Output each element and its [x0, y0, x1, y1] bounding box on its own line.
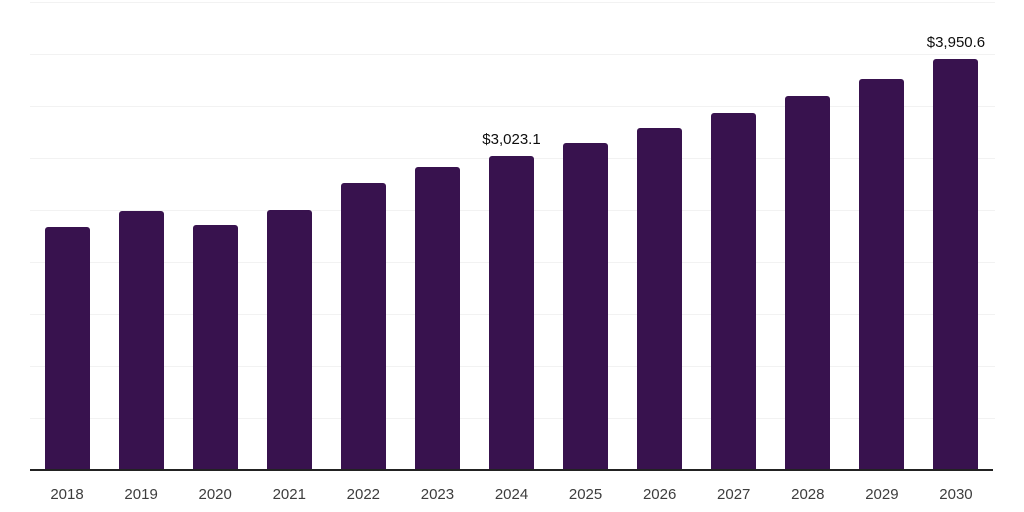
- gridline: [30, 54, 995, 55]
- x-tick-label-2021: 2021: [272, 486, 306, 503]
- x-tick-label-2027: 2027: [717, 486, 751, 503]
- x-tick-label-2026: 2026: [642, 486, 677, 503]
- bar-2030: [933, 59, 979, 470]
- x-tick-label-2025: 2025: [568, 486, 603, 503]
- bar-2027: [711, 113, 757, 470]
- bar-2024: [489, 155, 534, 470]
- gridline: [30, 106, 995, 107]
- bar-2019: [118, 211, 164, 470]
- bar-2023: [414, 167, 460, 470]
- x-tick-label-2024: 2024: [494, 486, 529, 503]
- bar-2025: [563, 143, 609, 470]
- x-tick-label-2020: 2020: [198, 486, 232, 503]
- bar-2018: [44, 226, 90, 470]
- gridline: [30, 2, 995, 3]
- x-axis-line: [30, 469, 993, 471]
- bar-2022: [340, 182, 386, 470]
- x-tick-label-2030: 2030: [939, 486, 973, 503]
- x-tick-label-2023: 2023: [420, 486, 455, 503]
- bar-2020: [192, 224, 238, 470]
- bar-2029: [859, 78, 905, 470]
- x-tick-label-2022: 2022: [346, 486, 381, 503]
- bar-2021: [266, 210, 312, 470]
- x-tick-label-2028: 2028: [791, 486, 825, 503]
- x-tick-label-2029: 2029: [865, 486, 899, 503]
- bar-2026: [637, 128, 683, 470]
- x-tick-label-2018: 2018: [50, 486, 84, 503]
- x-tick-label-2019: 2019: [124, 486, 158, 503]
- value-label-2024: $3,023.1: [482, 130, 541, 148]
- value-label-2030: $3,950.6: [926, 34, 986, 52]
- bar-2028: [785, 95, 831, 470]
